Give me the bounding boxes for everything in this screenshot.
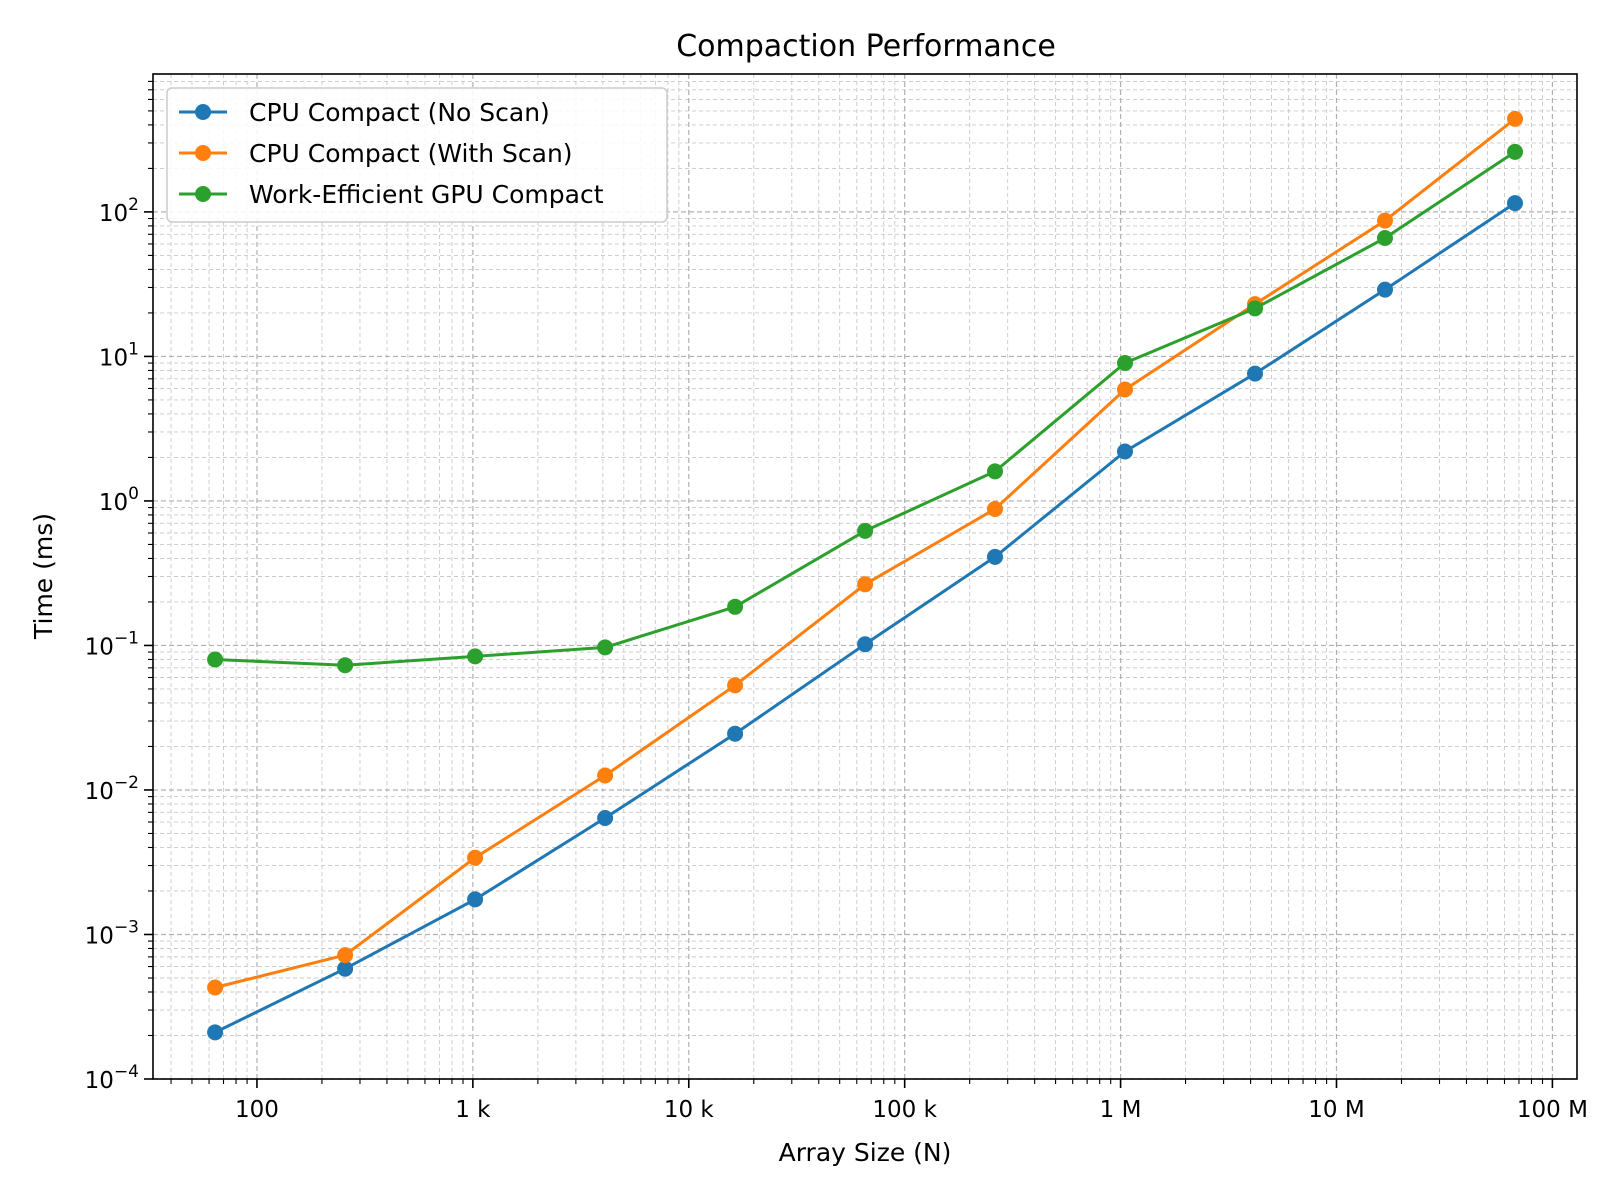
- data-point: [467, 648, 484, 665]
- data-point: [1117, 443, 1133, 460]
- y-tick-label: 10−3: [85, 917, 139, 949]
- data-point: [1507, 143, 1523, 160]
- data-point: [727, 725, 744, 742]
- data-point: [1377, 212, 1393, 229]
- legend-label: CPU Compact (No Scan): [249, 98, 550, 127]
- data-point: [207, 1024, 224, 1041]
- data-point: [987, 463, 1003, 480]
- data-point: [337, 657, 354, 674]
- x-tick-label: 1 k: [455, 1097, 491, 1123]
- data-point: [727, 677, 744, 694]
- x-axis-label: Array Size (N): [779, 1138, 952, 1167]
- data-point: [1117, 381, 1133, 398]
- legend-marker: [195, 145, 211, 161]
- x-tick-label: 1 M: [1100, 1097, 1142, 1123]
- series-1: [207, 195, 1523, 1041]
- y-axis-label: Time (ms): [29, 513, 58, 640]
- y-tick-label: 10−4: [85, 1062, 139, 1094]
- data-point: [207, 979, 224, 996]
- y-tick-label: 10−2: [85, 773, 139, 805]
- data-point: [337, 960, 354, 977]
- y-tick-label: 100: [99, 484, 139, 516]
- data-point: [1247, 300, 1263, 317]
- series-3: [207, 143, 1523, 674]
- plot-area-frame: [152, 73, 1578, 1080]
- data-point: [207, 651, 224, 668]
- data-point: [467, 891, 484, 908]
- data-point: [1377, 230, 1393, 246]
- legend-label: CPU Compact (With Scan): [249, 139, 573, 168]
- data-point: [597, 810, 614, 826]
- legend-box: [166, 87, 668, 223]
- legend-label: Work-Efficient GPU Compact: [249, 180, 604, 209]
- grid: [153, 74, 1577, 1080]
- legend-marker: [195, 104, 211, 120]
- x-tick-label: 100 k: [872, 1097, 937, 1123]
- data-point: [857, 636, 874, 653]
- legend-marker: [195, 186, 211, 202]
- legend: CPU Compact (No Scan) CPU Compact (With S…: [166, 87, 668, 223]
- x-tick-label: 100: [235, 1097, 279, 1123]
- data-point: [987, 548, 1003, 565]
- x-tick-label: 100 M: [1517, 1097, 1588, 1123]
- data-point: [1507, 195, 1523, 212]
- data-point: [1507, 110, 1523, 127]
- data-point: [1117, 355, 1133, 371]
- axis-ticks: 100 1 k 10 k 100 k 1 M 10 M 100 M 10−4 10−3 10−2 1…: [85, 80, 1588, 1123]
- data-point: [467, 849, 484, 866]
- data-point: [337, 947, 354, 964]
- data-point: [727, 598, 744, 615]
- chart-title: Compaction Performance: [676, 29, 1056, 64]
- x-tick-label: 10 k: [664, 1097, 715, 1123]
- data-point: [857, 576, 874, 593]
- data-point: [857, 522, 874, 539]
- y-tick-label: 10−1: [85, 628, 139, 660]
- x-tick-label: 10 M: [1308, 1097, 1364, 1123]
- data-point: [1247, 365, 1263, 382]
- data-point: [1377, 281, 1393, 298]
- y-tick-label: 101: [99, 339, 139, 371]
- data-point: [987, 501, 1003, 517]
- series-line: [213, 117, 1517, 989]
- series-group: [207, 110, 1523, 1041]
- data-point: [597, 639, 614, 656]
- y-tick-label: 102: [99, 195, 139, 227]
- data-point: [597, 767, 614, 784]
